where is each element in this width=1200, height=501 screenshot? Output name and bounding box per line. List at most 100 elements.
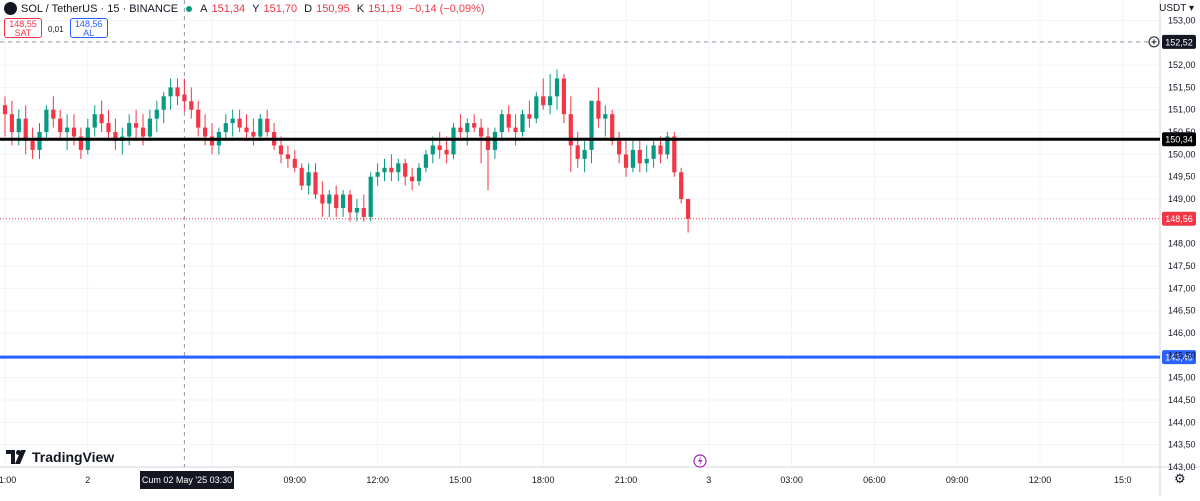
ohlc-close-label: K bbox=[356, 2, 365, 15]
buy-price: 148,56 bbox=[74, 19, 103, 29]
sol-coin-icon bbox=[4, 2, 17, 15]
candle-body bbox=[658, 145, 663, 155]
settings-gear-icon[interactable]: ⚙ bbox=[1174, 471, 1186, 486]
sell-price: 148,55 bbox=[9, 19, 37, 29]
candle-body bbox=[568, 114, 573, 146]
time-tick-label: 12:00 bbox=[366, 475, 389, 485]
current-price-label: 148,56 bbox=[1165, 214, 1193, 224]
candle-body bbox=[327, 194, 332, 204]
currency-selector[interactable]: USDT ▾ bbox=[1159, 3, 1194, 14]
sell-button[interactable]: 148,55 SAT bbox=[4, 18, 42, 38]
sell-label: SAT bbox=[14, 28, 32, 38]
candle-body bbox=[99, 114, 104, 124]
buy-button[interactable]: 148,56 AL bbox=[69, 18, 108, 38]
symbol-title[interactable]: SOL / TetherUS · 15 · BINANCE bbox=[21, 2, 179, 15]
tradingview-logo[interactable]: TradingView bbox=[6, 449, 114, 465]
support-line-label-bg bbox=[1162, 350, 1196, 365]
candle-body bbox=[672, 136, 677, 173]
time-tick-label: 09:00 bbox=[284, 475, 307, 485]
crosshair-price-label: 152,52 bbox=[1165, 37, 1193, 47]
candle-body bbox=[106, 123, 111, 133]
candle-body bbox=[223, 123, 228, 133]
tradingview-logo-icon bbox=[6, 450, 26, 464]
candle-body bbox=[334, 194, 339, 208]
price-tick-label: 143,50 bbox=[1168, 440, 1196, 450]
candle-body bbox=[382, 167, 387, 173]
candle-body bbox=[582, 149, 587, 159]
candle-body bbox=[651, 145, 656, 159]
price-tick-label: 146,50 bbox=[1168, 306, 1196, 316]
trade-panel: 148,55 SAT 0,01 148,56 AL bbox=[4, 18, 108, 38]
current-price-bg bbox=[1162, 211, 1196, 226]
candle-body bbox=[451, 127, 456, 155]
candle-body bbox=[306, 172, 311, 186]
currency-label: USDT bbox=[1159, 3, 1187, 14]
time-tick-label: 18:00 bbox=[532, 475, 555, 485]
candle-body bbox=[589, 100, 594, 150]
ohlc-low-value: 150,95 bbox=[316, 2, 350, 15]
ohlc-open-value: 151,34 bbox=[211, 2, 246, 15]
candle-body bbox=[465, 123, 470, 133]
price-tick-label: 146,00 bbox=[1168, 328, 1196, 338]
candle-body bbox=[341, 194, 346, 208]
candle-body bbox=[251, 132, 256, 137]
candle-body bbox=[203, 127, 208, 137]
candle-body bbox=[51, 109, 56, 119]
candle-body bbox=[513, 127, 518, 133]
candle-body bbox=[679, 172, 684, 200]
candle-body bbox=[368, 176, 373, 217]
candle-body bbox=[278, 145, 284, 155]
time-tick-label: 21:00 bbox=[0, 475, 16, 485]
candle-body bbox=[617, 140, 622, 155]
resistance-line-label: 150,34 bbox=[1165, 135, 1193, 145]
price-tick-label: 151,00 bbox=[1168, 105, 1196, 115]
market-status-dot-icon bbox=[186, 5, 193, 12]
candle-body bbox=[541, 96, 546, 106]
candle-body bbox=[9, 114, 14, 133]
candle-body bbox=[499, 114, 504, 133]
price-tick-label: 145,50 bbox=[1168, 350, 1196, 360]
candle-body bbox=[237, 118, 242, 128]
ohlc-change: −0,14 (−0,09%) bbox=[408, 2, 485, 15]
candle-body bbox=[492, 132, 497, 150]
candle-body bbox=[313, 172, 318, 195]
candle-body bbox=[78, 136, 83, 150]
candle-body bbox=[258, 118, 263, 137]
candle-body bbox=[637, 149, 642, 164]
time-tick-label: 06:00 bbox=[863, 475, 886, 485]
candle-body bbox=[44, 109, 49, 133]
price-tick-label: 149,50 bbox=[1168, 172, 1196, 182]
candle-body bbox=[2, 105, 8, 115]
candle-body bbox=[354, 207, 359, 213]
candle-body bbox=[389, 167, 394, 173]
candle-body bbox=[182, 94, 187, 102]
time-tick-label: 12:00 bbox=[1029, 475, 1052, 485]
support-line-label: 145,46 bbox=[1165, 353, 1193, 363]
candle-body bbox=[416, 167, 422, 182]
candle-body bbox=[665, 136, 670, 155]
candle-body bbox=[506, 114, 511, 128]
candle-body bbox=[423, 154, 428, 168]
candle-body bbox=[347, 194, 353, 213]
candle-body bbox=[375, 172, 380, 177]
price-tick-label: 147,50 bbox=[1168, 261, 1196, 271]
candle-body bbox=[58, 118, 63, 133]
time-tick-label: 21:00 bbox=[615, 475, 638, 485]
price-tick-label: 145,00 bbox=[1168, 373, 1196, 383]
candle-body bbox=[265, 118, 270, 133]
candle-body bbox=[71, 127, 77, 137]
candle-body bbox=[361, 207, 366, 217]
candle-body bbox=[610, 114, 615, 141]
candle-body bbox=[444, 149, 449, 155]
candle-body bbox=[23, 118, 28, 141]
candle-body bbox=[189, 101, 194, 110]
brand-name: TradingView bbox=[32, 449, 115, 465]
time-tick-label: 3 bbox=[706, 475, 711, 485]
price-tick-label: 150,00 bbox=[1168, 149, 1196, 159]
candle-body bbox=[410, 176, 415, 182]
price-tick-label: 151,50 bbox=[1168, 82, 1196, 92]
candle-body bbox=[154, 109, 159, 119]
